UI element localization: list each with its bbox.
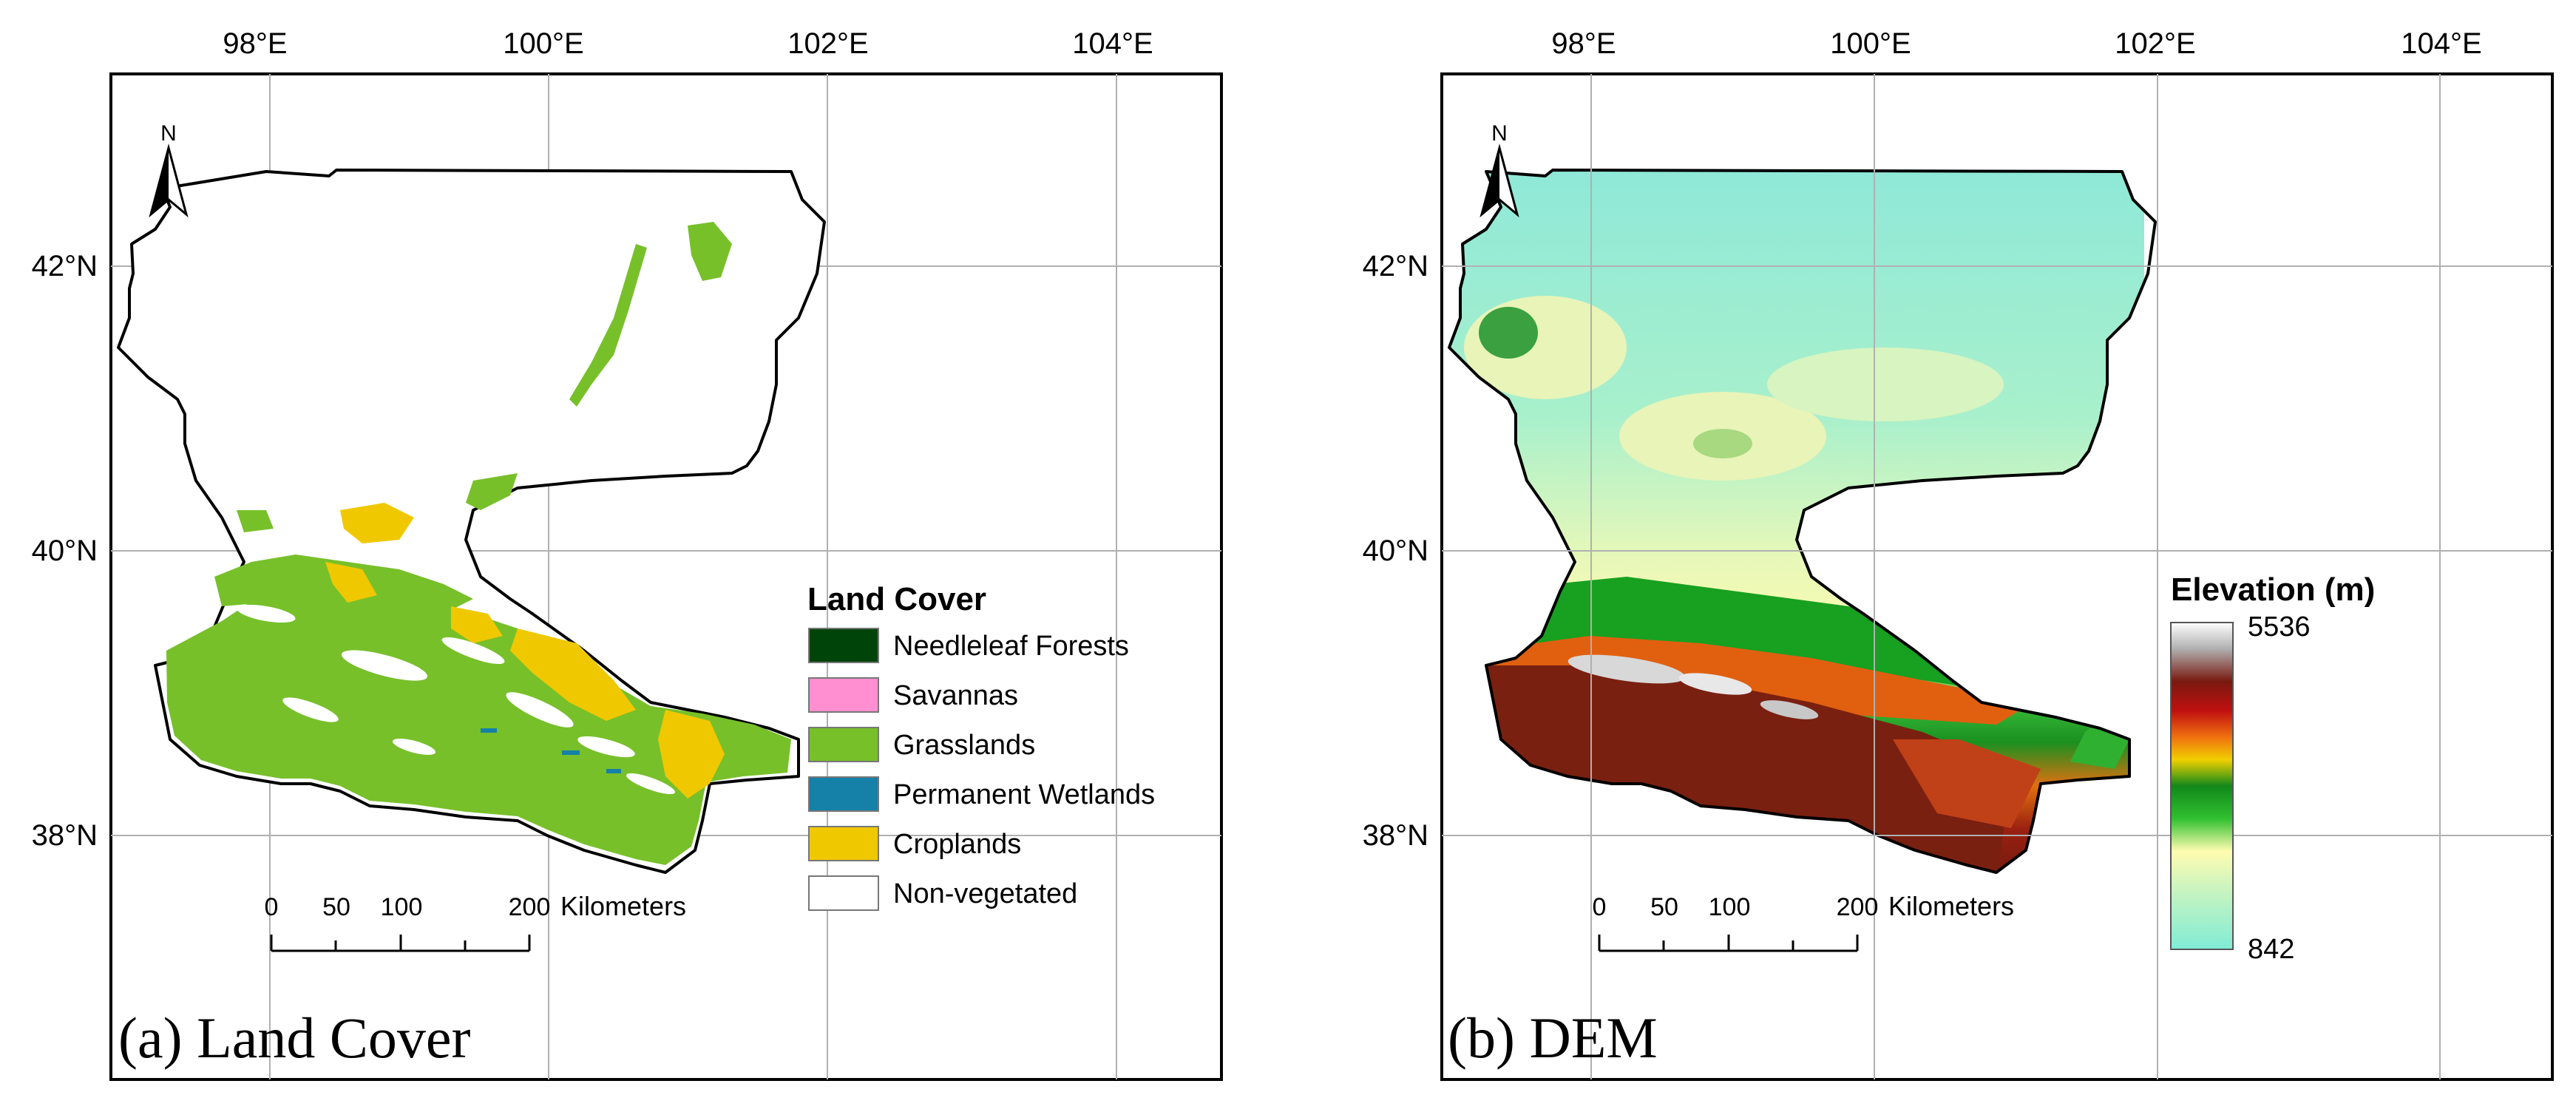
scale-tick-label: 50	[322, 893, 350, 921]
scale-tick-label: 0	[265, 893, 279, 921]
lat-tick-label: 40°N	[32, 535, 98, 567]
lat-tick-label: 38°N	[1363, 819, 1428, 852]
panel-title: (b) DEM	[1448, 1006, 1658, 1070]
lat-tick-labels: 42°N 40°N 38°N	[1363, 250, 1428, 852]
legend-label: Needleleaf Forests	[893, 631, 1129, 662]
legend-item: Non-vegetated	[808, 875, 1077, 911]
legend-item: Permanent Wetlands	[808, 776, 1155, 812]
lon-tick-label: 102°E	[2115, 27, 2195, 60]
scale-tick-label: 100	[381, 893, 423, 921]
north-label: N	[1491, 121, 1508, 146]
lon-tick-labels: 98°E 100°E 102°E 104°E	[1551, 27, 2481, 60]
lat-tick-label: 42°N	[1363, 250, 1428, 282]
colorbar-min-label: 842	[2248, 934, 2294, 965]
land-cover-patches	[166, 222, 791, 865]
lon-tick-label: 104°E	[1072, 27, 1153, 60]
lat-tick-labels: 42°N 40°N 38°N	[32, 250, 98, 852]
croplands-patch-4	[658, 710, 725, 799]
scale-tick-label: 50	[1650, 893, 1678, 921]
graticule	[1442, 74, 2552, 1079]
legend-item: Croplands	[808, 826, 1021, 861]
non-vegetated-gaps	[237, 604, 676, 795]
study-region-boundary	[1448, 169, 2157, 874]
legend-item: Needleleaf Forests	[808, 628, 1129, 663]
scale-bar: 0 50 100 200 Kilometers	[265, 891, 686, 952]
scale-tick-label: 0	[1593, 893, 1607, 921]
colorbar-ramp	[2170, 622, 2234, 950]
scale-tick-label: 200	[1837, 893, 1879, 921]
panel-b: N 98°E 100°E 102°E 104°E 42°N 40°N 38°N …	[1363, 27, 2554, 1081]
land-cover-legend: Land Cover Needleleaf Forests Savannas Gra…	[807, 581, 1155, 911]
north-arrow: N	[1479, 121, 1519, 218]
legend-swatch	[808, 875, 879, 911]
grasslands-strip-4	[237, 510, 274, 532]
lon-tick-label: 100°E	[503, 27, 583, 60]
colorbar-max-label: 5536	[2248, 611, 2311, 643]
legend-swatch	[808, 776, 879, 812]
lon-tick-label: 98°E	[223, 27, 287, 60]
panel-a: N 98°E 100°E 102°E 104°E 42°N 40°N 38°N …	[32, 27, 1223, 1081]
croplands-patch-5	[451, 606, 503, 643]
grasslands-strip-3	[466, 473, 518, 510]
lat-tick-label: 40°N	[1363, 535, 1428, 567]
scale-unit-label: Kilometers	[560, 891, 686, 921]
legend-swatch	[808, 727, 879, 762]
lat-tick-label: 42°N	[32, 250, 98, 282]
legend-label: Permanent Wetlands	[893, 779, 1155, 810]
wetlands-spots	[481, 728, 621, 773]
lon-tick-labels: 98°E 100°E 102°E 104°E	[223, 27, 1153, 60]
lon-tick-label: 104°E	[2401, 27, 2481, 60]
scale-tick-label: 200	[509, 893, 551, 921]
legend-item: Savannas	[808, 677, 1018, 713]
panel-title: (a) Land Cover	[118, 1006, 470, 1070]
north-label: N	[160, 121, 177, 146]
scale-tick-label: 100	[1709, 893, 1751, 921]
lat-tick-label: 38°N	[32, 819, 98, 852]
croplands-patch-1	[340, 503, 414, 543]
legend-item: Grasslands	[808, 727, 1035, 762]
legend-swatch	[808, 677, 879, 713]
scale-unit-label: Kilometers	[1888, 891, 2014, 921]
legend-items: Needleleaf Forests Savannas Grasslands Perm…	[808, 628, 1155, 911]
croplands-patch-3	[510, 628, 636, 721]
grasslands-strip-1	[688, 222, 732, 281]
legend-title: Land Cover	[807, 581, 986, 617]
north-arrow: N	[149, 121, 189, 218]
legend-label: Savannas	[893, 680, 1018, 711]
legend-label: Croplands	[893, 829, 1021, 860]
legend-label: Grasslands	[893, 730, 1035, 761]
legend-swatch	[808, 826, 879, 861]
grasslands-patch	[166, 584, 791, 865]
colorbar-title: Elevation (m)	[2171, 572, 2375, 608]
croplands-patch-2	[325, 562, 377, 603]
lon-tick-label: 102°E	[787, 27, 868, 60]
legend-swatch	[808, 628, 879, 663]
lon-tick-label: 100°E	[1830, 27, 1911, 60]
lon-tick-label: 98°E	[1551, 27, 1616, 60]
legend-label: Non-vegetated	[893, 878, 1077, 909]
scale-bar: 0 50 100 200 Kilometers	[1593, 891, 2014, 952]
grasslands-strip-2	[569, 244, 647, 407]
elevation-colorbar: Elevation (m) 5536 842	[2170, 572, 2375, 965]
